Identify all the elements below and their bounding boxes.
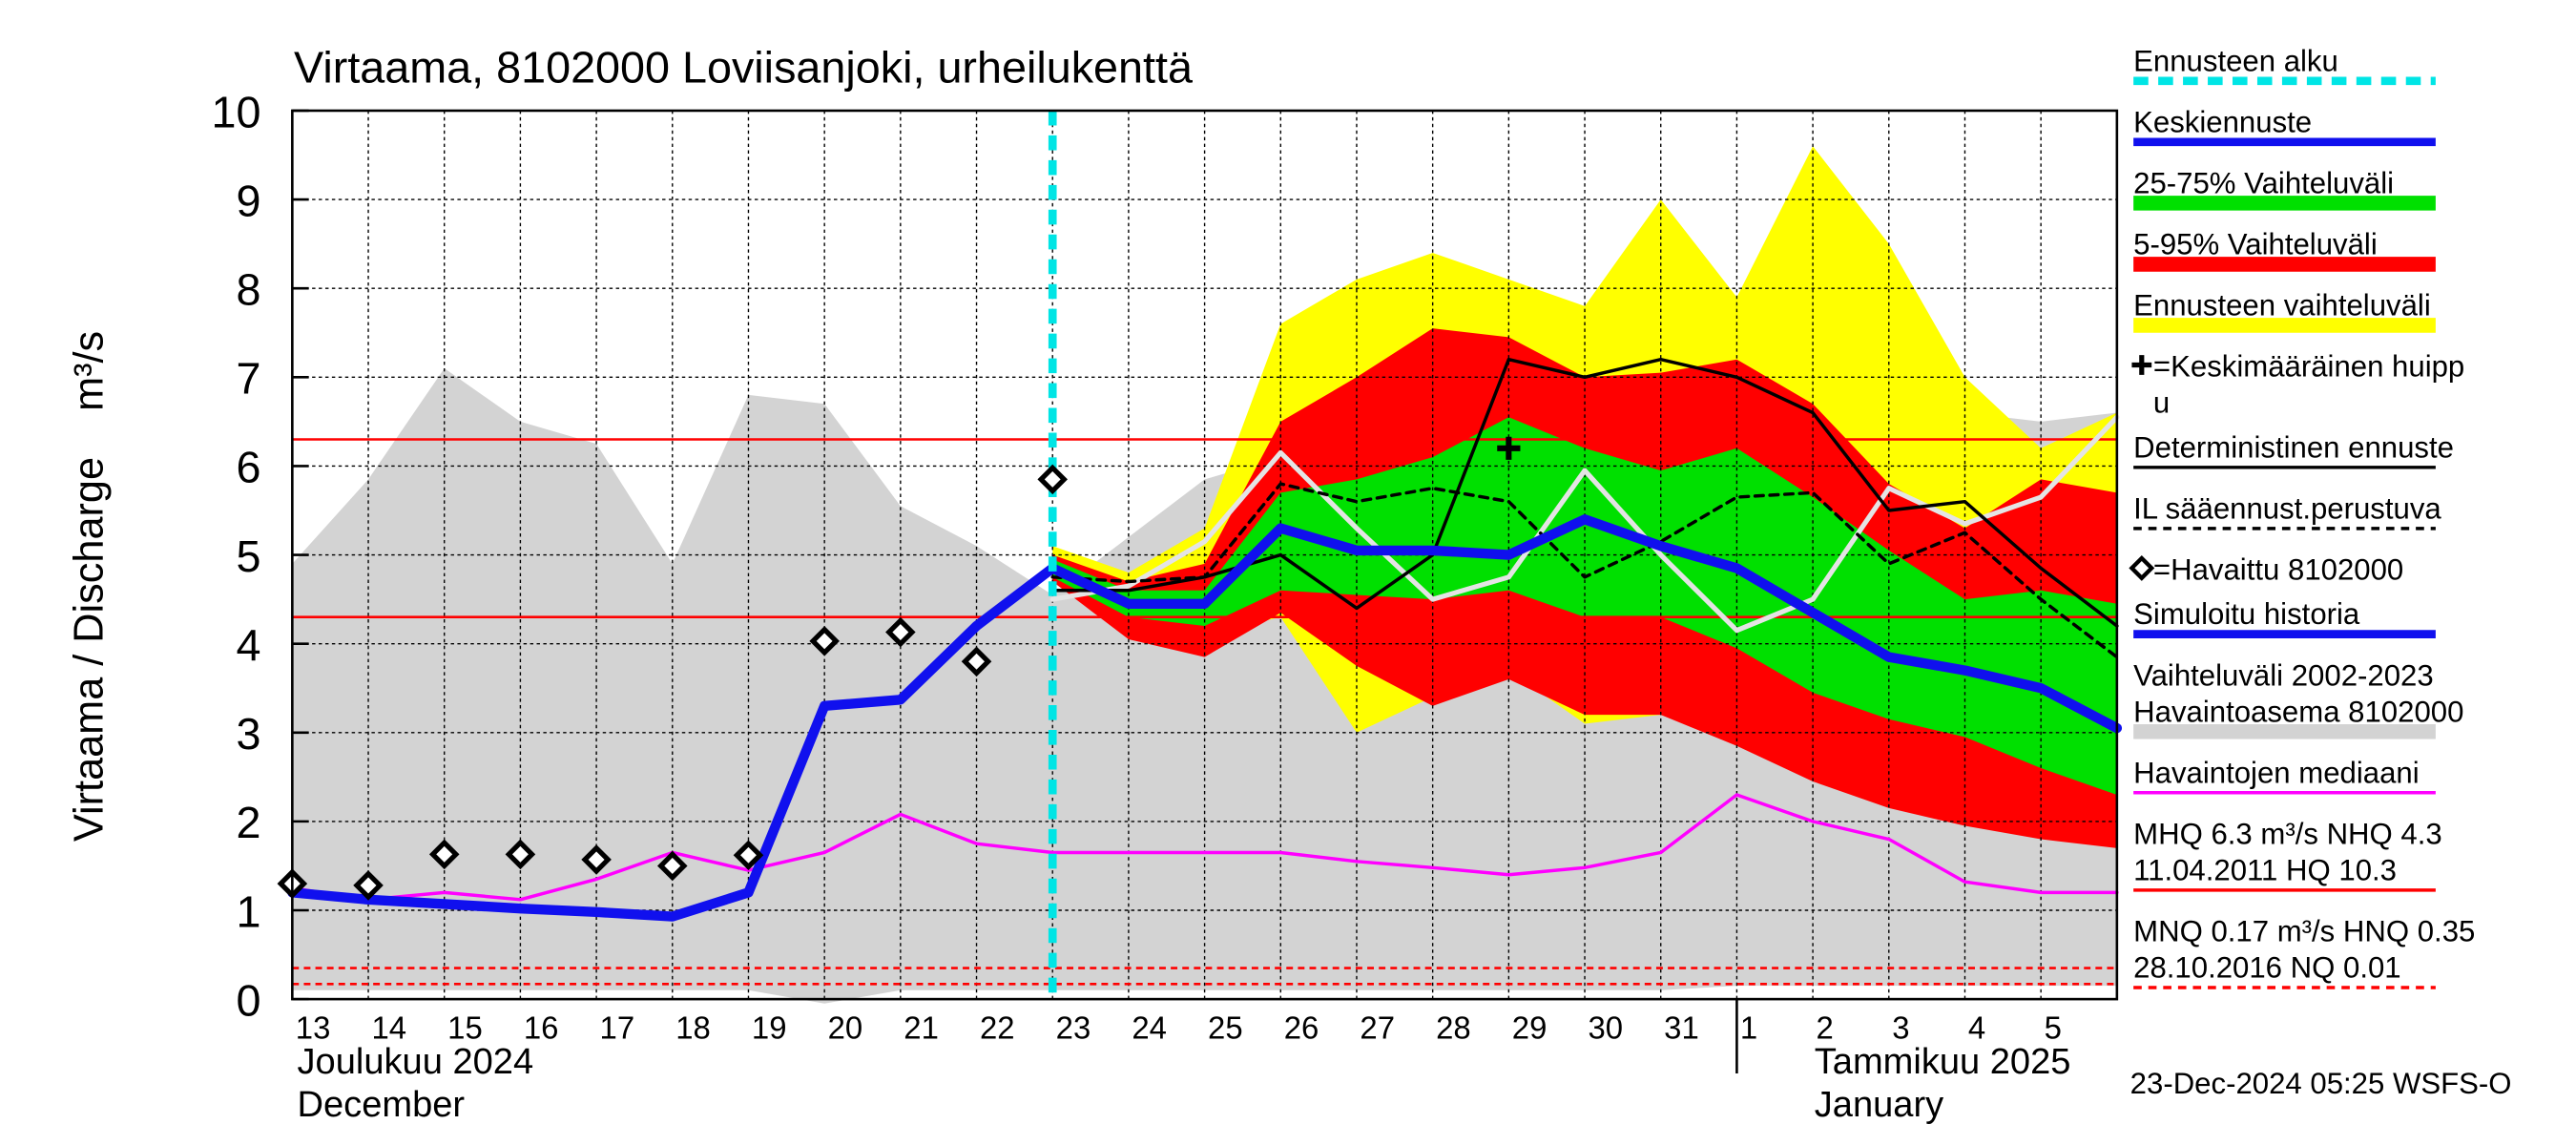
- line: [1049, 414, 2120, 634]
- legend-item: 25-75% Vaihteluväli: [2133, 167, 2436, 211]
- legend-item: MHQ 6.3 m³/s NHQ 4.3 11.04.2011 HQ 10.3: [2133, 817, 2442, 892]
- y-tick-label: 10: [211, 87, 260, 136]
- line: [1048, 514, 2123, 734]
- legend-item: Ennusteen vaihteluväli: [2133, 289, 2436, 333]
- line: [287, 563, 1058, 922]
- y-tick-label: 9: [236, 176, 260, 225]
- legend-label: u: [2153, 386, 2170, 420]
- line: [290, 793, 2119, 902]
- legend-item: Deterministinen ennuste: [2133, 430, 2454, 469]
- markers: [277, 436, 1521, 901]
- x-tick-label: 4: [1968, 1010, 1985, 1046]
- legend-item: =Havaittu 8102000: [2129, 553, 2403, 587]
- x-tick-label: 29: [1512, 1010, 1548, 1046]
- x-tick-label: 1: [1740, 1010, 1757, 1046]
- x-tick-label: 18: [675, 1010, 711, 1046]
- x-tick-label: 25: [1208, 1010, 1243, 1046]
- legend-label: MHQ 6.3 m³/s NHQ 4.3: [2133, 817, 2442, 850]
- month-label: December: [298, 1085, 466, 1125]
- legend-label: Havaintojen mediaani: [2133, 756, 2420, 789]
- observed-point: [428, 839, 460, 870]
- legend-label: Simuloitu historia: [2133, 597, 2360, 631]
- legend-item: 5-95% Vaihteluväli: [2133, 228, 2436, 272]
- lines: [287, 110, 2123, 1000]
- legend-item: Keskiennuste: [2133, 105, 2436, 147]
- legend-label: Deterministinen ennuste: [2133, 430, 2454, 464]
- chart-title: Virtaama, 8102000 Loviisanjoki, urheiluk…: [294, 43, 1193, 93]
- y-tick-label: 2: [236, 798, 260, 847]
- y-tick-label: 6: [236, 443, 260, 492]
- legend-label: MNQ 0.17 m³/s HNQ 0.35: [2133, 915, 2475, 948]
- line: [1050, 357, 2119, 628]
- x-tick-label: 20: [828, 1010, 863, 1046]
- x-tick-label: 27: [1360, 1010, 1395, 1046]
- observed-point: [505, 839, 536, 870]
- x-tick-label: 23: [1056, 1010, 1091, 1046]
- y-tick-label: 7: [236, 354, 260, 404]
- x-tick-label: 24: [1132, 1010, 1167, 1046]
- observed-point: [353, 870, 384, 901]
- y-tick-label: 4: [236, 620, 260, 670]
- x-tick-label: 19: [752, 1010, 787, 1046]
- observed-point: [809, 626, 840, 656]
- legend-label: IL sääennust.perustuva: [2133, 491, 2441, 525]
- footer: 23-Dec-2024 05:25 WSFS-O: [2130, 1067, 2512, 1100]
- x-tick-label: 13: [296, 1010, 331, 1046]
- legend-item: IL sääennust.perustuva: [2133, 491, 2441, 531]
- legend-label: 11.04.2011 HQ 10.3: [2133, 854, 2397, 887]
- x-tick-label: 26: [1284, 1010, 1319, 1046]
- legend-icon: [2129, 554, 2155, 581]
- legend-label: 28.10.2016 NQ 0.01: [2133, 951, 2400, 985]
- legend-label: 25-75% Vaihteluväli: [2133, 167, 2394, 200]
- legend-label: Havaintoasema 8102000: [2133, 695, 2463, 728]
- grid: [291, 110, 2118, 1000]
- legend-item: Vaihteluväli 2002-2023 Havaintoasema 810…: [2133, 658, 2463, 739]
- x-tick-label: 31: [1664, 1010, 1699, 1046]
- x-tick-label: 30: [1588, 1010, 1623, 1046]
- y-tick-label: 1: [236, 886, 260, 936]
- legend-label: =Keskimääräinen huipp: [2153, 350, 2464, 384]
- legend-item: Simuloitu historia: [2133, 597, 2436, 638]
- observed-point: [733, 840, 764, 871]
- x-tick-label: 22: [980, 1010, 1015, 1046]
- line: [1050, 482, 2119, 659]
- legend-item: Ennusteen alku: [2133, 44, 2436, 86]
- observed-point: [656, 850, 688, 882]
- observed-point: [1037, 464, 1069, 495]
- observed-point: [961, 646, 992, 677]
- x-tick-label: 21: [904, 1010, 939, 1046]
- y-tick-label: 3: [236, 709, 260, 759]
- average-peak: [1497, 436, 1521, 460]
- observed-point: [581, 844, 612, 875]
- x-tick-label: 2: [1817, 1010, 1834, 1046]
- legend-label: 5-95% Vaihteluväli: [2133, 228, 2378, 261]
- legend-label: Keskiennuste: [2133, 105, 2312, 138]
- y-tick-label: 0: [236, 975, 260, 1025]
- legend-label: Ennusteen alku: [2133, 44, 2338, 77]
- x-tick-label: 28: [1436, 1010, 1471, 1046]
- month-label: January: [1815, 1085, 1943, 1125]
- x-tick-label: 3: [1892, 1010, 1909, 1046]
- legend-item: Havaintojen mediaani: [2133, 756, 2436, 795]
- legend-label: Ennusteen vaihteluväli: [2133, 289, 2431, 323]
- month-label: Tammikuu 2025: [1815, 1042, 2071, 1082]
- legend-label: Vaihteluväli 2002-2023: [2133, 658, 2434, 692]
- y-tick-label: 5: [236, 531, 260, 581]
- legend-label: =Havaittu 8102000: [2153, 553, 2403, 587]
- x-tick-label: 14: [371, 1010, 406, 1046]
- legend-icon: [2131, 355, 2152, 375]
- x-tick-label: 17: [600, 1010, 635, 1046]
- y-axis-label: Virtaama / Discharge m³/s: [66, 331, 112, 842]
- month-label: Joulukuu 2024: [298, 1042, 534, 1082]
- observed-point: [885, 616, 916, 648]
- x-tick-label: 15: [447, 1010, 483, 1046]
- y-tick-label: 8: [236, 265, 260, 315]
- x-tick-label: 5: [2045, 1010, 2062, 1046]
- x-tick-label: 16: [524, 1010, 559, 1046]
- range-band: [1052, 417, 2117, 795]
